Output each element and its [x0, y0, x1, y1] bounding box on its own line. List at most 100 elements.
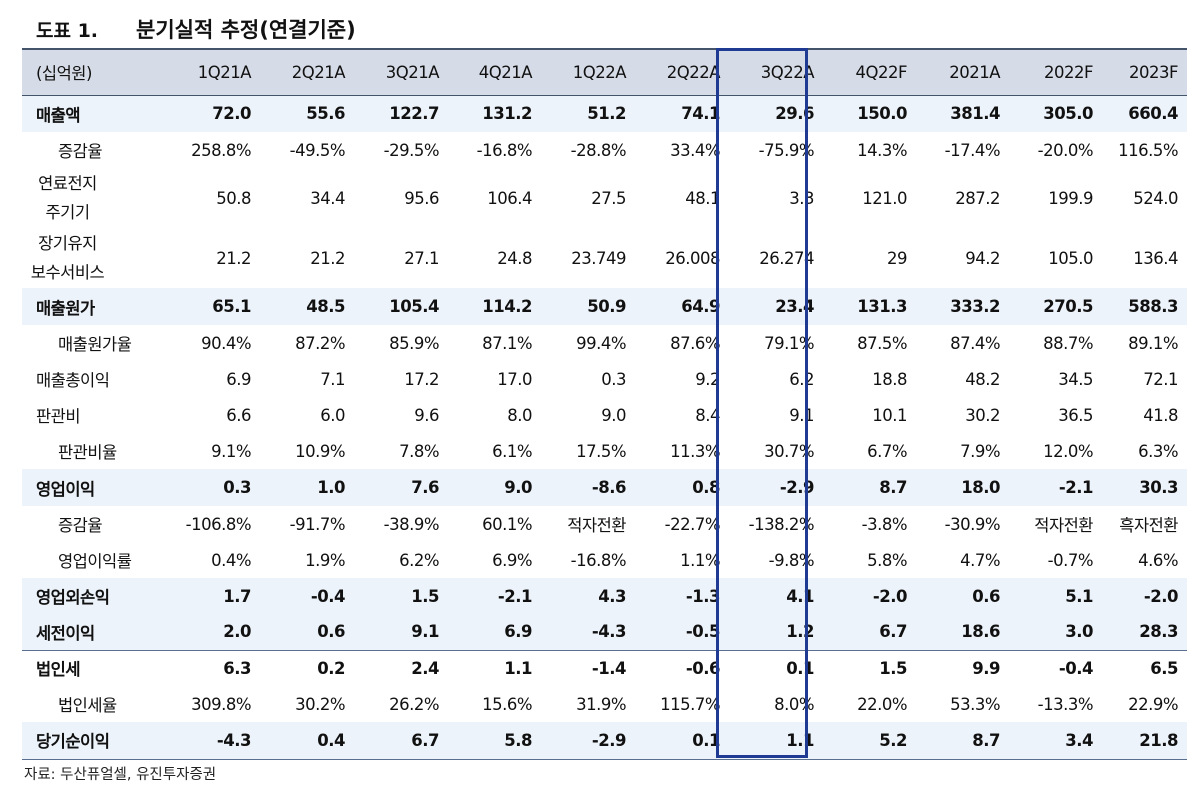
cell-2023f: 28.3: [1139, 622, 1178, 642]
cell-2021a: 8.7: [972, 730, 1000, 750]
cell-2q22a: -0.5: [685, 622, 721, 642]
row-label: 세전이익: [36, 623, 95, 643]
cell-2022f: 199.9: [1048, 188, 1093, 208]
cell-2021a: 18.6: [961, 622, 1000, 642]
cell-3q21a: 7.6: [411, 478, 439, 497]
cell-2022f: -20.0%: [1037, 140, 1094, 160]
col-header-2q22a: 2Q22A: [666, 62, 721, 82]
figure-header: 도표 1. 분기실적 추정(연결기준): [36, 14, 356, 44]
cell-1q22a: 27.5: [591, 188, 626, 208]
cell-4q22f: 22.0%: [857, 694, 907, 714]
row-label: 법인세율: [58, 696, 117, 715]
cell-3q22a: -9.8%: [768, 550, 815, 570]
cell-2023f: 588.3: [1128, 297, 1178, 316]
earnings-table: (십억원) 1Q21A 2Q21A 3Q21A 4Q21A 1Q22A 2Q22…: [22, 48, 1187, 760]
cell-3q22a: 8.0%: [774, 694, 814, 714]
row-revenue: 매출액 72.0 55.6 122.7 131.2 51.2 74.1 29.6 150.0 38…: [22, 95, 1187, 132]
cell-2q21a: -0.4: [310, 586, 346, 606]
cell-3q21a: 26.2%: [389, 694, 439, 714]
cell-2023f: 6.3%: [1138, 441, 1178, 461]
cell-4q22f: 29: [887, 248, 908, 268]
cell-3q22a: -138.2%: [748, 514, 815, 534]
cell-2q21a: -91.7%: [289, 514, 346, 534]
row-label: 장기유지 보수서비스: [22, 228, 165, 288]
cell-2q21a: 10.9%: [295, 441, 345, 461]
cell-3q21a: 6.2%: [399, 550, 439, 570]
cell-2021a: 94.2: [965, 248, 1000, 268]
cell-2023f: 6.5: [1150, 658, 1178, 678]
cell-2021a: 18.0: [961, 478, 1000, 497]
row-op-growth: 증감율 -106.8% -91.7% -38.9% 60.1% 적자전환 -22.7% -13…: [22, 506, 1187, 542]
cell-4q21a: 1.1: [504, 658, 532, 678]
cell-4q22f: -2.0: [872, 586, 908, 606]
cell-4q21a: 24.8: [497, 248, 532, 268]
cell-4q21a: 106.4: [487, 188, 532, 208]
col-header-1q21a: 1Q21A: [197, 62, 252, 82]
cell-4q22f: 6.7: [879, 622, 907, 642]
cell-2q21a: 7.1: [320, 369, 345, 389]
cell-4q21a: 17.0: [497, 369, 532, 389]
cell-2q21a: 21.2: [310, 248, 345, 268]
row-label: 판관비율: [58, 443, 117, 462]
cell-4q22f: 5.2: [879, 730, 907, 750]
row-label-line2: 주기기: [45, 203, 90, 222]
col-header-3q22a: 3Q22A: [760, 62, 815, 82]
cell-1q22a: -4.3: [591, 622, 627, 642]
cell-3q21a: -38.9%: [383, 514, 440, 534]
cell-2022f: 12.0%: [1043, 441, 1093, 461]
cell-4q21a: 5.8: [504, 730, 532, 750]
figure-label: 도표 1.: [36, 19, 99, 42]
cell-2q22a: 11.3%: [670, 441, 720, 461]
cell-1q21a: 50.8: [216, 188, 251, 208]
row-gross-profit: 매출총이익 6.9 7.1 17.2 17.0 0.3 9.2 6.2 18.8 48.2 34.5…: [22, 361, 1187, 397]
cell-1q22a: 50.9: [587, 297, 626, 316]
row-label: 증감율: [58, 142, 103, 161]
col-header-3q21a: 3Q21A: [385, 62, 440, 82]
cell-2021a: -30.9%: [944, 514, 1001, 534]
highlight-box-3q22a: [716, 48, 808, 758]
cell-4q22f: 6.7%: [867, 441, 907, 461]
cell-2q21a: 48.5: [306, 297, 345, 316]
cell-2021a: 9.9: [972, 658, 1000, 678]
col-header-2022f: 2022F: [1044, 62, 1093, 82]
cell-2q21a: 0.4: [317, 730, 345, 750]
cell-2q22a: 74.1: [681, 104, 720, 124]
cell-2022f: 270.5: [1043, 297, 1093, 316]
cell-4q22f: 5.8%: [867, 550, 907, 570]
cell-2023f: 41.8: [1143, 405, 1178, 425]
cell-1q22a: -16.8%: [570, 550, 627, 570]
cell-1q22a: 0.3: [601, 369, 626, 389]
cell-1q22a: -2.9: [591, 730, 627, 750]
cell-2022f: 105.0: [1048, 248, 1093, 268]
cell-1q22a: -1.4: [591, 658, 627, 678]
unit-label: (십억원): [36, 64, 92, 84]
cell-4q21a: 87.1%: [482, 333, 532, 353]
cell-3q21a: 17.2: [404, 369, 439, 389]
cell-1q22a: 적자전환: [567, 516, 626, 535]
cell-4q21a: 6.1%: [492, 441, 532, 461]
cell-2q21a: -49.5%: [289, 140, 346, 160]
cell-4q21a: -2.1: [497, 586, 533, 606]
row-label: 매출원가율: [58, 335, 132, 354]
cell-3q21a: 27.1: [404, 248, 439, 268]
cell-2023f: 22.9%: [1128, 694, 1178, 714]
cell-4q22f: 8.7: [879, 478, 907, 497]
row-label: 증감율: [58, 516, 103, 535]
cell-3q21a: 9.1: [411, 622, 439, 642]
cell-2021a: 53.3%: [950, 694, 1000, 714]
col-header-1q22a: 1Q22A: [572, 62, 627, 82]
cell-4q22f: -3.8%: [861, 514, 908, 534]
cell-2q22a: 26.008: [665, 248, 720, 268]
figure-title: 분기실적 추정(연결기준): [136, 18, 356, 42]
row-label: 연료전지 주기기: [22, 168, 165, 228]
cell-3q21a: 6.7: [411, 730, 439, 750]
cell-3q21a: 1.5: [411, 586, 439, 606]
cell-3q21a: 105.4: [389, 297, 439, 316]
cell-4q21a: 9.0: [504, 478, 532, 497]
cell-3q22a: 9.1: [789, 405, 814, 425]
cell-1q21a: 6.9: [226, 369, 251, 389]
cell-2q21a: 0.6: [317, 622, 345, 642]
cell-4q21a: 6.9: [504, 622, 532, 642]
cell-3q21a: -29.5%: [383, 140, 440, 160]
cell-2022f: 34.5: [1058, 369, 1093, 389]
